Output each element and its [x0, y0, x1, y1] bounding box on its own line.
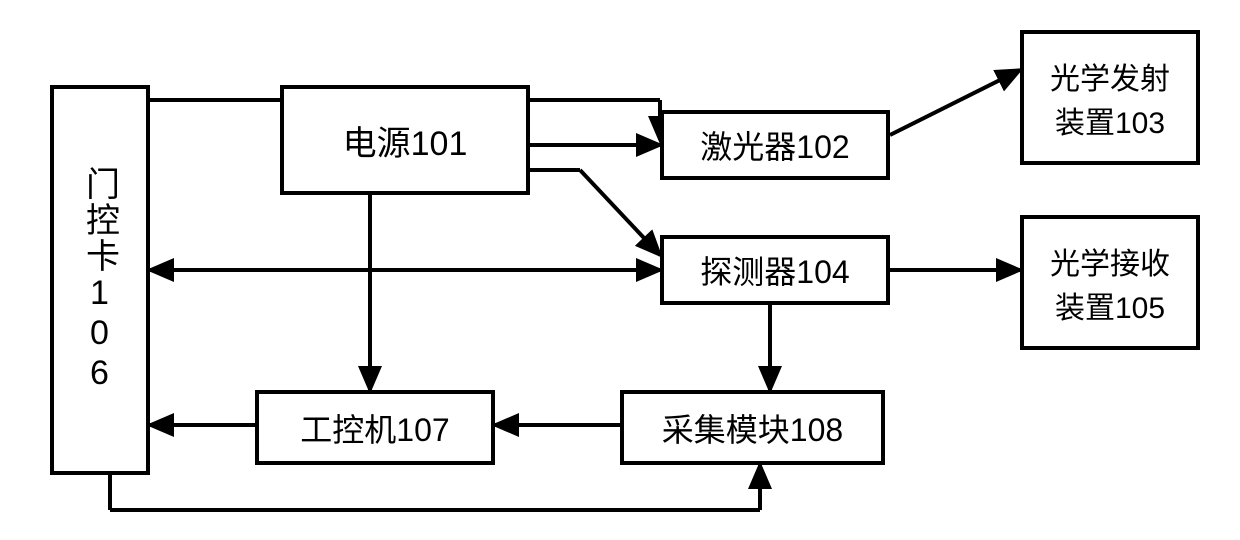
node-power-101: 电源101	[280, 85, 530, 195]
label-opt-tx: 光学发射装置103	[1050, 54, 1170, 142]
label-ipc: 工控机107	[300, 405, 449, 451]
node-optical-receive-105: 光学接收装置105	[1020, 215, 1200, 350]
diagram-canvas: 门控卡106 电源101 激光器102 光学发射装置103 探测器104 光学接…	[0, 0, 1240, 540]
label-laser: 激光器102	[700, 122, 849, 168]
label-opt-rx: 光学接收装置105	[1050, 239, 1170, 327]
node-detector-104: 探测器104	[660, 235, 890, 305]
node-gate-card-106: 门控卡106	[50, 85, 150, 475]
label-detector: 探测器104	[700, 247, 849, 293]
label-power: 电源101	[343, 116, 468, 165]
node-acquisition-108: 采集模块108	[620, 390, 885, 465]
label-acq: 采集模块108	[662, 405, 843, 451]
node-laser-102: 激光器102	[660, 110, 890, 180]
node-ipc-107: 工控机107	[255, 390, 495, 465]
node-optical-transmit-103: 光学发射装置103	[1020, 30, 1200, 165]
label-gate-card: 门控卡106	[76, 166, 125, 394]
